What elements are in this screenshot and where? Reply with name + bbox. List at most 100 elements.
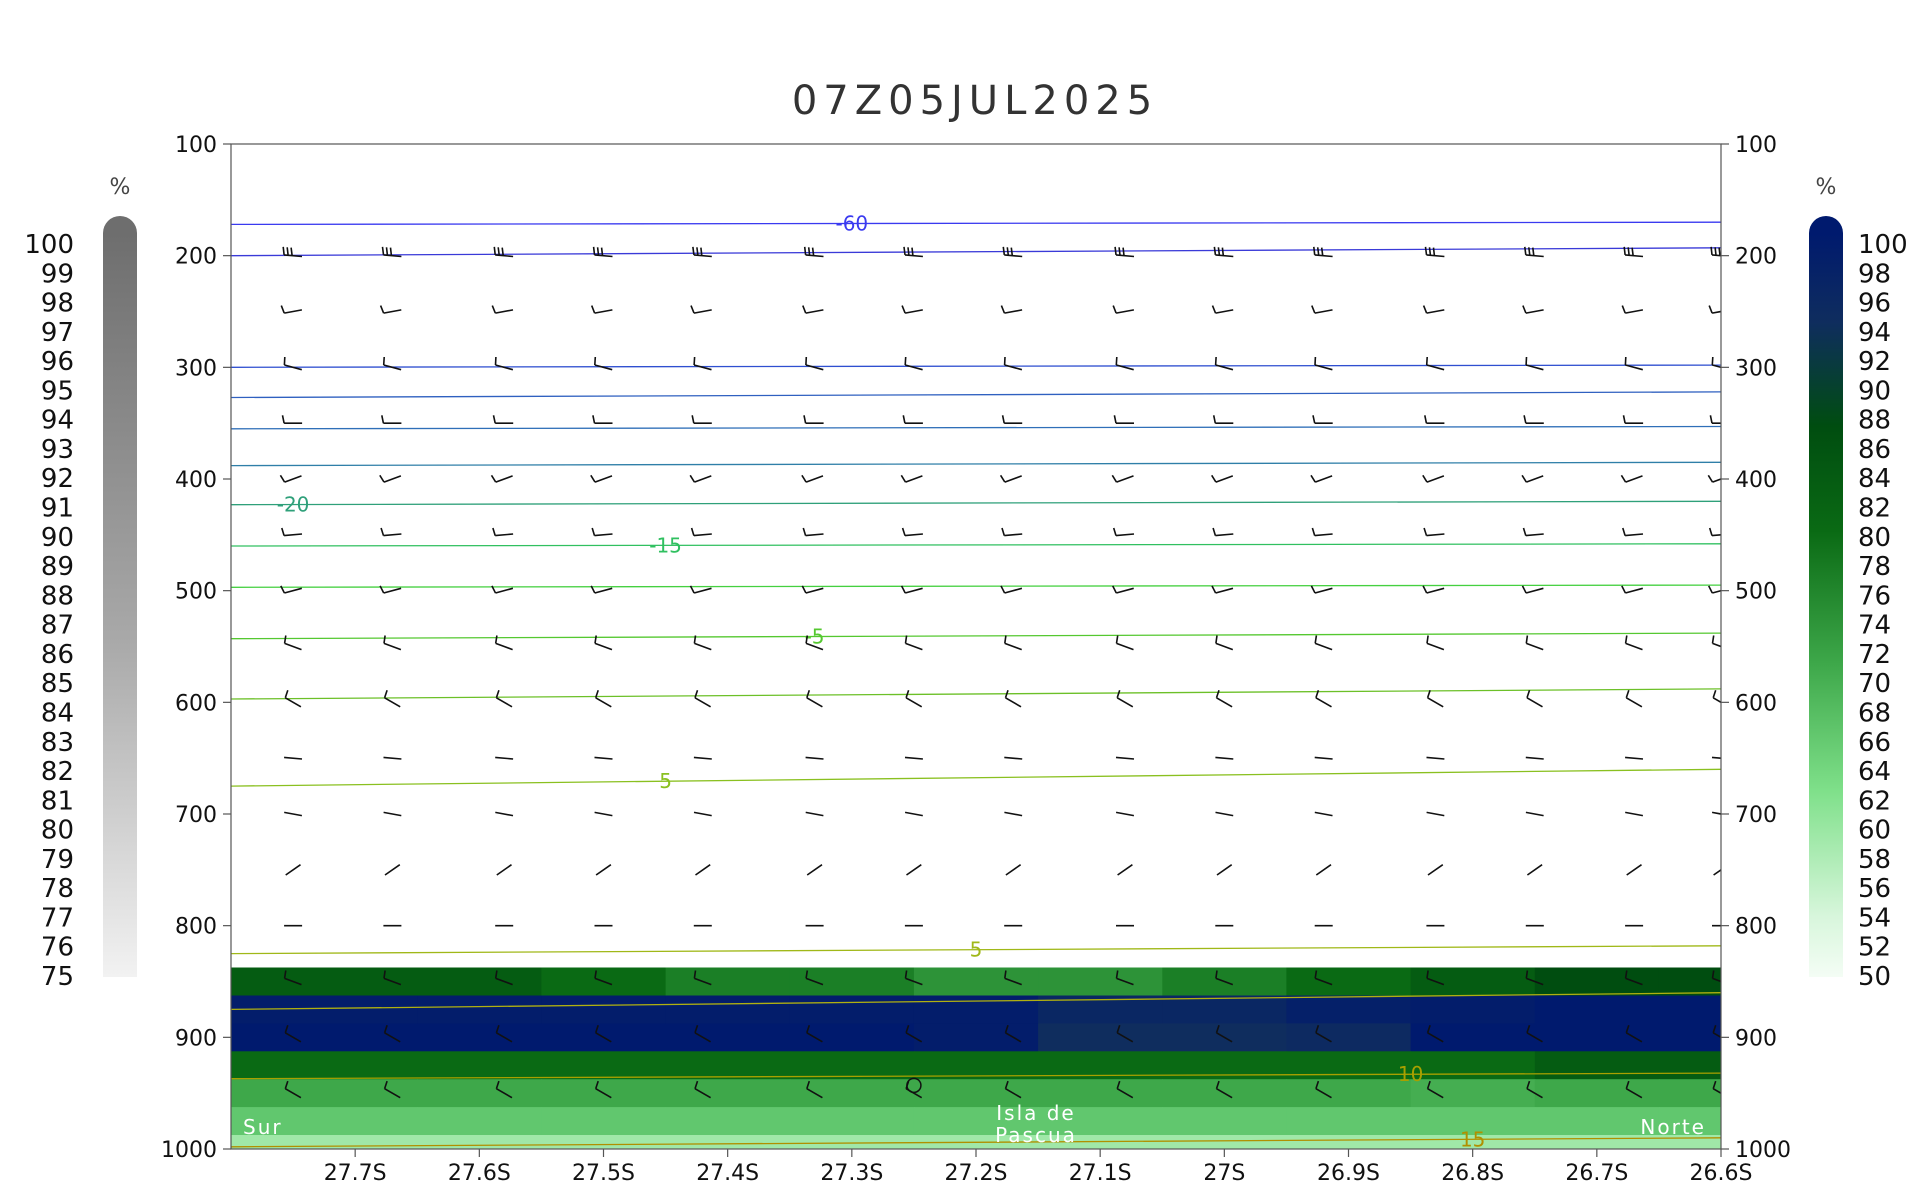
wind-barb-shaft xyxy=(495,811,514,817)
wind-barb-feather xyxy=(907,247,910,256)
wind-barb-feather xyxy=(1422,474,1428,483)
wind-barb xyxy=(492,527,514,537)
y-tick-label-left: 500 xyxy=(175,580,217,605)
wind-barb xyxy=(495,811,514,817)
x-tick-label: 27.3S xyxy=(820,1161,883,1186)
wind-barb xyxy=(1115,356,1134,371)
wind-barb-shaft xyxy=(805,811,824,817)
island-annotation-line2: Pascua xyxy=(995,1123,1077,1147)
left-colorbar-label: 93 xyxy=(41,435,74,465)
wind-barb xyxy=(1115,811,1135,817)
wind-barb-shaft xyxy=(594,811,613,817)
wind-barb xyxy=(594,356,613,371)
wind-barb xyxy=(1522,305,1544,314)
wind-barb-feather xyxy=(1709,415,1713,424)
wind-barb xyxy=(1422,305,1445,314)
wind-barb-shaft xyxy=(1314,977,1333,986)
left-colorbar-label: 96 xyxy=(41,347,74,377)
wind-barb-feather xyxy=(693,356,696,366)
wind-barb-shaft xyxy=(1711,811,1721,815)
wind-barb-shaft xyxy=(595,1088,612,1099)
humidity-cell xyxy=(1658,1051,1721,1080)
wind-barb xyxy=(999,474,1022,483)
wind-barb xyxy=(494,970,513,986)
wind-barb-shaft xyxy=(383,364,402,371)
wind-barb-shaft xyxy=(284,533,303,537)
wind-barb-shaft xyxy=(383,254,402,258)
wind-barb xyxy=(1523,415,1544,425)
wind-barb-shaft xyxy=(1215,587,1234,594)
wind-barb-feather xyxy=(280,305,285,314)
wind-barb xyxy=(1310,474,1333,483)
wind-barb-shaft xyxy=(805,977,824,986)
left-colorbar-label: 97 xyxy=(41,318,74,348)
x-tick-label: 27.6S xyxy=(448,1161,511,1186)
wind-barb-shaft xyxy=(495,642,513,651)
wind-barb-shaft xyxy=(284,587,303,594)
wind-barb xyxy=(1000,305,1023,314)
right-colorbar-label: 54 xyxy=(1858,903,1891,933)
wind-barb-feather xyxy=(1712,1080,1717,1089)
wind-barb-shaft xyxy=(496,864,512,876)
wind-barb-shaft xyxy=(1005,864,1022,876)
wind-barb-shaft xyxy=(284,309,303,314)
wind-barb-feather xyxy=(689,474,696,483)
wind-barb-shaft xyxy=(595,864,612,876)
wind-barb-feather xyxy=(905,1024,910,1034)
wind-barb xyxy=(1314,635,1333,651)
wind-barb xyxy=(284,1024,302,1043)
wind-barb-shaft xyxy=(1314,811,1333,817)
wind-barb-shaft xyxy=(1215,309,1234,314)
wind-barb xyxy=(1622,527,1644,537)
wind-barb xyxy=(693,356,712,371)
wind-barb-feather xyxy=(493,246,496,255)
wind-barb-feather xyxy=(1000,585,1006,594)
humidity-cell xyxy=(665,967,791,996)
wind-barb-shaft xyxy=(1216,864,1233,876)
wind-barb-shaft xyxy=(496,697,513,708)
wind-barb-shaft xyxy=(496,1088,513,1099)
wind-barb xyxy=(1215,811,1234,817)
wind-barb xyxy=(1625,689,1643,708)
wind-barb-shaft xyxy=(383,756,402,760)
wind-barb-feather xyxy=(1215,689,1220,699)
left-colorbar-label: 91 xyxy=(41,494,74,524)
wind-barb-shaft xyxy=(284,811,303,817)
wind-barb-feather xyxy=(1708,527,1713,536)
humidity-cell xyxy=(1286,1023,1412,1052)
wind-barb xyxy=(1112,305,1135,314)
wind-barb-feather xyxy=(901,527,906,536)
wind-barb-shaft xyxy=(806,1032,823,1043)
temperature-contour xyxy=(231,688,1721,700)
wind-barb xyxy=(1212,527,1234,537)
wind-barb-feather xyxy=(1624,635,1628,644)
wind-barb-feather xyxy=(1112,527,1117,536)
wind-barb-feather xyxy=(1320,247,1324,256)
temperature-contour xyxy=(231,1072,1721,1080)
wind-barb-shaft xyxy=(693,309,712,314)
wind-barb-shaft xyxy=(1625,642,1643,651)
wind-barb-feather xyxy=(1002,246,1006,255)
wind-barb-shaft xyxy=(1115,309,1135,314)
wind-barb-shaft xyxy=(905,642,923,651)
y-tick-label-right: 1000 xyxy=(1735,1138,1791,1163)
wind-barb-shaft xyxy=(1314,254,1333,258)
wind-barb xyxy=(1522,527,1544,537)
north-annotation: Norte xyxy=(1640,1115,1706,1139)
wind-barb-feather xyxy=(694,1024,699,1034)
wind-barb xyxy=(1003,356,1023,371)
wind-barb xyxy=(1426,1024,1444,1043)
wind-barb xyxy=(904,635,923,651)
wind-barb-shaft xyxy=(806,697,823,708)
wind-barb-feather xyxy=(1213,246,1217,255)
wind-barb-feather xyxy=(1212,415,1217,424)
wind-barb xyxy=(1424,246,1445,258)
wind-barb-shaft xyxy=(905,475,923,483)
right-colorbar-label: 78 xyxy=(1858,552,1891,582)
wind-barb xyxy=(279,474,302,483)
y-tick-label-left: 200 xyxy=(175,245,217,270)
wind-barb xyxy=(1315,1080,1332,1099)
wind-barb xyxy=(1115,970,1134,986)
wind-barb-shaft xyxy=(1712,1088,1721,1095)
wind-barb xyxy=(1000,585,1023,594)
